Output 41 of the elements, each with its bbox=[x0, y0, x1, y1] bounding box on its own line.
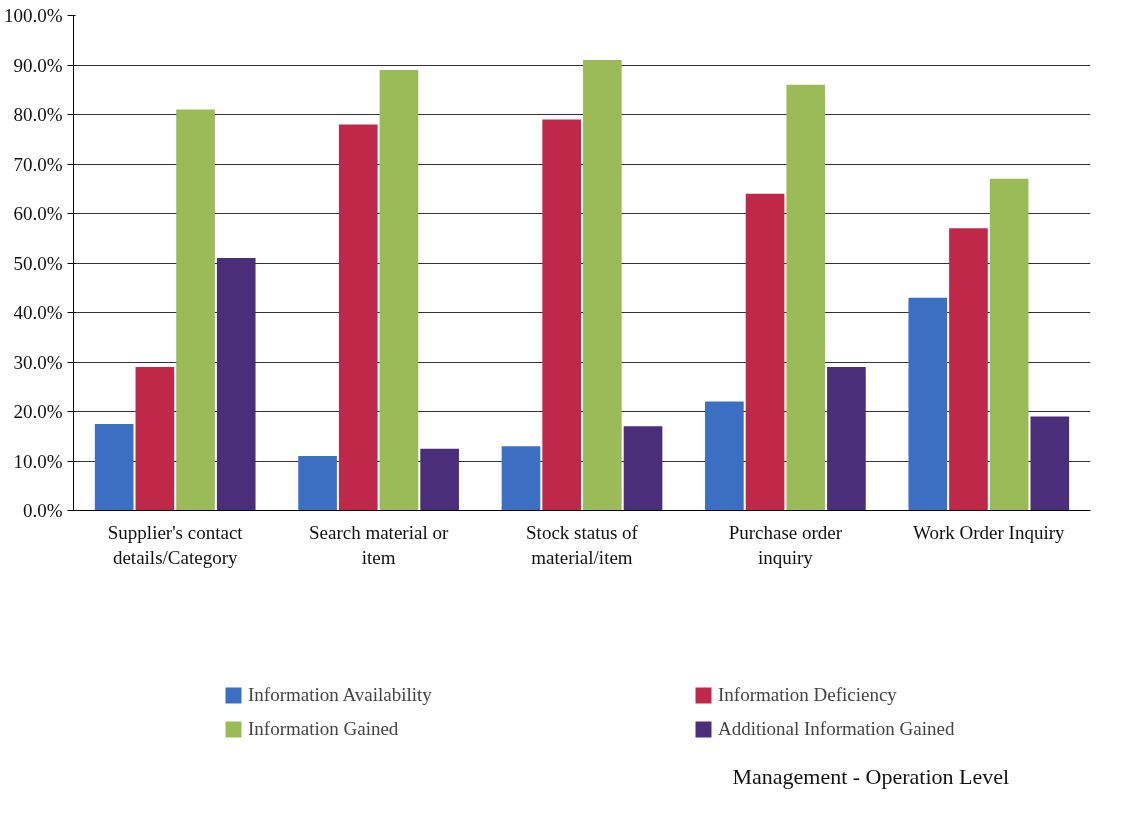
legend-label: Information Deficiency bbox=[718, 684, 897, 706]
y-tick-label: 100.0% bbox=[3, 5, 63, 26]
bar bbox=[94, 423, 134, 511]
y-tick-label: 10.0% bbox=[13, 450, 63, 472]
y-tick-label: 50.0% bbox=[13, 252, 63, 274]
y-tick-label: 30.0% bbox=[13, 351, 63, 373]
y-tick-label: 60.0% bbox=[13, 203, 63, 224]
x-tick-label: Purchase order inquiry bbox=[728, 521, 843, 568]
bar bbox=[379, 69, 419, 511]
bar bbox=[420, 448, 459, 511]
y-tick-label: 70.0% bbox=[13, 153, 63, 175]
y-tick-label: 90.0% bbox=[13, 54, 63, 76]
bar bbox=[216, 258, 256, 511]
bar bbox=[501, 446, 541, 511]
bar bbox=[583, 60, 622, 511]
legend-label: Additional Information Gained bbox=[718, 718, 955, 740]
legend-label: Information Gained bbox=[248, 718, 399, 740]
x-tick-label: Search material or item bbox=[308, 521, 449, 568]
y-tick-label: 20.0% bbox=[13, 401, 63, 422]
y-tick-label: 0.0% bbox=[22, 500, 63, 521]
bar bbox=[623, 426, 663, 511]
legend-label: Information Availability bbox=[248, 684, 432, 706]
bar bbox=[176, 109, 215, 511]
bar bbox=[786, 84, 826, 511]
bar bbox=[1030, 416, 1070, 511]
text: Management - Operation Level bbox=[732, 764, 1010, 789]
bar bbox=[827, 366, 866, 511]
bar bbox=[135, 366, 175, 511]
bar bbox=[745, 193, 785, 511]
bar bbox=[949, 228, 988, 511]
bar bbox=[542, 119, 581, 511]
x-tick-label: Work Order Inquiry bbox=[913, 521, 1066, 543]
x-tick-label: Stock status of material/item bbox=[526, 521, 639, 568]
bar bbox=[338, 124, 378, 511]
bar bbox=[705, 401, 744, 511]
bar bbox=[908, 297, 948, 511]
bar bbox=[298, 456, 337, 511]
bar bbox=[989, 178, 1029, 511]
y-tick-label: 80.0% bbox=[13, 104, 63, 125]
x-tick-label: Supplier's contact details/Category bbox=[107, 521, 244, 568]
y-tick-label: 40.0% bbox=[13, 302, 63, 323]
